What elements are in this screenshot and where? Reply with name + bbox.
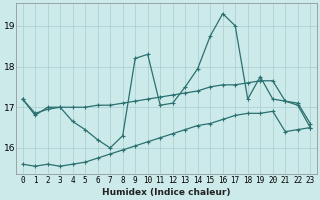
X-axis label: Humidex (Indice chaleur): Humidex (Indice chaleur) xyxy=(102,188,231,197)
